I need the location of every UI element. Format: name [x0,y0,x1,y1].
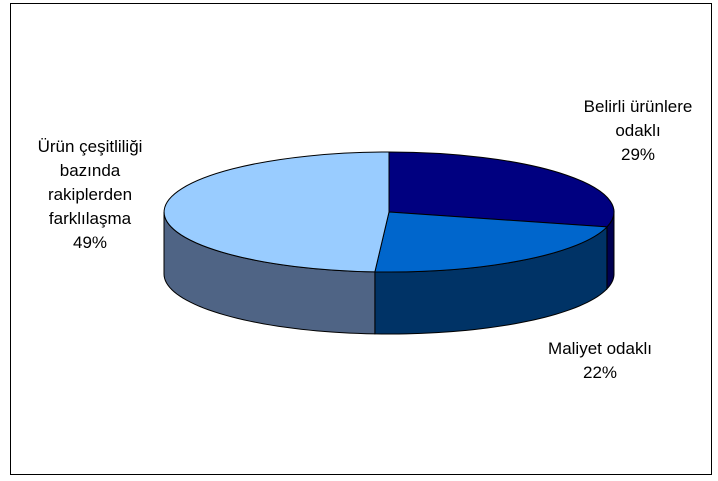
slice-label-line: Ürün çeşitliliği [37,137,143,156]
slice-label-line: Belirli ürünlere [583,97,693,116]
slice-label-line: odaklı [615,121,661,140]
slice-label-maliyet: Maliyet odaklı 22% [525,337,675,385]
slice-label-line: Maliyet odaklı [548,339,652,358]
slice-label-urun: Ürün çeşitliliği bazında rakiplerden far… [15,135,165,255]
slice-label-belirli: Belirli ürünlere odaklı 29% [568,95,708,167]
pie-slice-top-2 [163,151,390,273]
slice-label-line: rakiplerden [47,185,133,204]
pie-slice-top-0 [388,151,615,228]
pie-slice-top-1 [374,211,609,273]
slice-percent: 49% [72,233,108,252]
slice-label-line: bazında [59,161,121,180]
slice-label-line: farklılaşma [48,209,132,228]
slice-percent: 22% [582,363,618,382]
slice-percent: 29% [620,145,656,164]
